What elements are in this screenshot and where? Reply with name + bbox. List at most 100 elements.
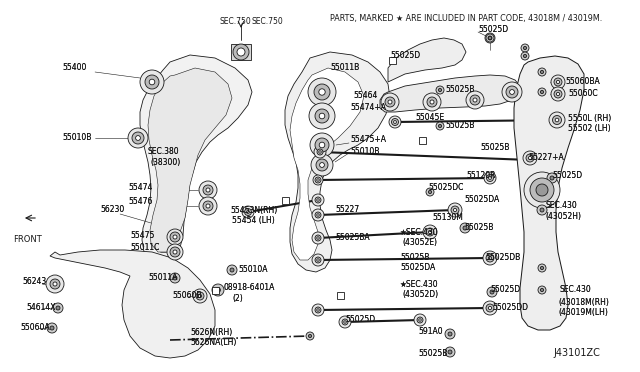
Circle shape [344,321,346,323]
Text: 55060BA: 55060BA [565,77,600,87]
Circle shape [540,208,544,212]
Text: 55227: 55227 [335,205,359,215]
Circle shape [339,316,351,328]
Circle shape [312,232,324,244]
Text: 55025DA: 55025DA [400,263,435,273]
Circle shape [311,154,333,176]
Circle shape [538,68,546,76]
Text: SEC.380: SEC.380 [148,148,180,157]
Circle shape [50,326,54,330]
Text: 5550L (RH): 5550L (RH) [568,113,611,122]
Text: 55476: 55476 [128,196,152,205]
Circle shape [145,75,159,89]
Circle shape [470,95,480,105]
Text: (38300): (38300) [150,157,180,167]
Circle shape [47,323,57,333]
Circle shape [445,347,455,357]
Text: 55474+A: 55474+A [350,103,386,112]
Circle shape [448,203,462,217]
Text: 55120R: 55120R [466,170,495,180]
Text: 55025DA: 55025DA [464,196,499,205]
Circle shape [173,276,177,280]
Circle shape [149,79,155,85]
Circle shape [483,301,497,315]
Text: 55010B: 55010B [62,134,92,142]
Circle shape [203,201,213,211]
Circle shape [315,177,321,183]
Text: 55010A: 55010A [238,266,268,275]
Text: 55227+A: 55227+A [528,154,564,163]
Text: (43019M(LH): (43019M(LH) [558,308,608,317]
Circle shape [427,97,437,107]
Text: 55010B: 55010B [62,134,92,142]
Circle shape [488,256,492,260]
Circle shape [309,103,335,129]
Text: 55464: 55464 [353,92,378,100]
Text: 56243: 56243 [22,278,46,286]
Circle shape [547,173,557,183]
Circle shape [312,194,324,206]
Circle shape [483,251,497,265]
Text: 5626NA(LH): 5626NA(LH) [190,337,236,346]
Text: 55025DC: 55025DC [428,183,463,192]
Circle shape [485,33,495,43]
Circle shape [314,146,326,158]
Text: 55010B: 55010B [350,148,380,157]
Circle shape [445,329,455,339]
Circle shape [310,133,334,157]
Circle shape [502,82,522,102]
Text: 55025D: 55025D [490,285,520,295]
Bar [419,137,426,144]
Circle shape [388,100,392,104]
Text: 55025D: 55025D [390,51,420,60]
Circle shape [244,208,252,215]
Text: 55010B: 55010B [350,148,380,157]
Circle shape [199,181,217,199]
Text: (38300): (38300) [150,157,180,167]
Circle shape [486,304,494,312]
Circle shape [132,132,144,144]
Text: 55025DA: 55025DA [400,263,435,273]
Circle shape [488,307,492,310]
Text: 55400: 55400 [62,64,86,73]
Circle shape [315,109,329,123]
Text: 55474: 55474 [128,183,152,192]
Circle shape [392,119,399,125]
Text: 55025D: 55025D [490,285,520,295]
Circle shape [389,116,401,128]
Text: (43052H): (43052H) [545,212,581,221]
Bar [337,292,344,298]
Circle shape [317,259,319,261]
Polygon shape [285,52,390,272]
Text: 55475: 55475 [130,231,154,241]
Text: 55400: 55400 [62,64,86,73]
Text: 55025B: 55025B [400,253,429,263]
Circle shape [319,142,325,148]
Text: 55010A: 55010A [238,266,268,275]
Circle shape [488,36,492,40]
Text: 55025D: 55025D [478,26,508,35]
Circle shape [315,138,329,152]
Circle shape [490,290,494,294]
Circle shape [540,70,543,74]
Circle shape [448,350,452,354]
Text: 55060C: 55060C [568,89,598,97]
Text: (43052E): (43052E) [402,237,437,247]
Circle shape [233,44,249,60]
Bar [211,286,218,294]
Circle shape [417,317,423,323]
Text: 08918-6401A: 08918-6401A [224,283,275,292]
Text: 55011A: 55011A [148,273,177,282]
Text: 55025D: 55025D [552,170,582,180]
Text: 55120R: 55120R [466,170,495,180]
Circle shape [530,178,554,202]
Text: 55060BA: 55060BA [565,77,600,87]
Circle shape [551,87,565,101]
Text: 55453N(RH): 55453N(RH) [230,205,277,215]
Polygon shape [50,250,215,358]
Text: SEC.750: SEC.750 [220,17,252,26]
Text: 591A0: 591A0 [418,327,443,337]
Text: 55060A: 55060A [20,324,50,333]
Circle shape [509,90,515,94]
Circle shape [308,334,312,338]
